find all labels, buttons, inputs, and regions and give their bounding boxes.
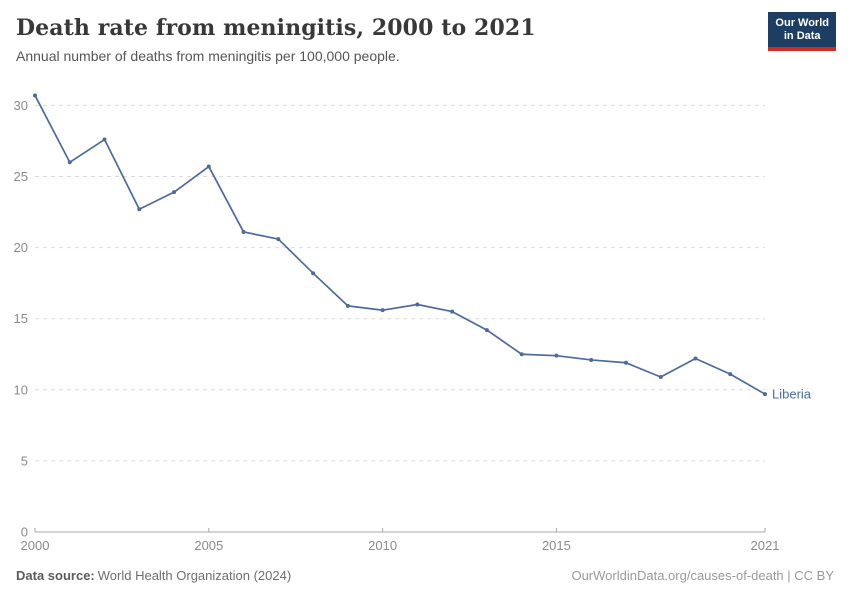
x-tick-label: 2000 [21, 538, 50, 553]
data-source: Data source: World Health Organization (2… [16, 568, 291, 583]
data-source-value: World Health Organization (2024) [97, 568, 292, 583]
line-chart[interactable]: 0 5 10 15 20 25 30 2000 2005 2010 2015 2021 Liberia [0, 72, 850, 562]
y-tick-label: 10 [14, 382, 28, 397]
data-point[interactable] [206, 164, 211, 169]
data-point[interactable] [380, 308, 385, 313]
data-source-label: Data source: [16, 568, 95, 583]
data-point[interactable] [554, 353, 559, 358]
data-point[interactable] [658, 375, 663, 380]
data-point[interactable] [450, 309, 455, 314]
data-point[interactable] [172, 190, 177, 195]
owid-logo[interactable]: Our World in Data [768, 12, 836, 51]
x-tick-label: 2021 [751, 538, 780, 553]
data-point[interactable] [311, 271, 316, 276]
y-tick-label: 20 [14, 240, 28, 255]
trend-line[interactable] [34, 94, 766, 395]
data-point[interactable] [33, 93, 37, 98]
series-label[interactable]: Liberia [772, 387, 812, 402]
chart-title: Death rate from meningitis, 2000 to 2021 [16, 15, 536, 41]
y-tick-label: 0 [21, 525, 28, 540]
data-point[interactable] [484, 328, 489, 333]
y-tick-label: 25 [14, 169, 28, 184]
x-tick-label: 2010 [368, 538, 397, 553]
data-point[interactable] [623, 360, 628, 365]
license-link[interactable]: OurWorldinData.org/causes-of-death | CC … [571, 568, 834, 583]
owid-logo-line2: in Data [783, 30, 821, 42]
data-point[interactable] [763, 392, 767, 397]
data-point[interactable] [415, 302, 420, 307]
data-point[interactable] [345, 303, 350, 308]
data-point[interactable] [276, 237, 281, 242]
y-tick-label: 30 [14, 98, 28, 113]
data-point[interactable] [67, 160, 72, 165]
data-point[interactable] [102, 137, 107, 142]
chart-header: Death rate from meningitis, 2000 to 2021… [0, 0, 850, 65]
chart-footer: Data source: World Health Organization (2… [0, 562, 850, 583]
data-point[interactable] [519, 352, 524, 357]
data-point[interactable] [137, 207, 142, 212]
owid-logo-line1: Our World [775, 17, 829, 29]
data-point[interactable] [589, 357, 594, 362]
x-tick-label: 2015 [542, 538, 571, 553]
data-point[interactable] [728, 372, 733, 377]
y-tick-label: 15 [14, 311, 28, 326]
data-point[interactable] [693, 356, 698, 361]
chart-subtitle: Annual number of deaths from meningitis … [16, 48, 400, 64]
y-tick-label: 5 [21, 453, 28, 468]
x-tick-label: 2005 [194, 538, 223, 553]
data-point[interactable] [241, 229, 246, 234]
